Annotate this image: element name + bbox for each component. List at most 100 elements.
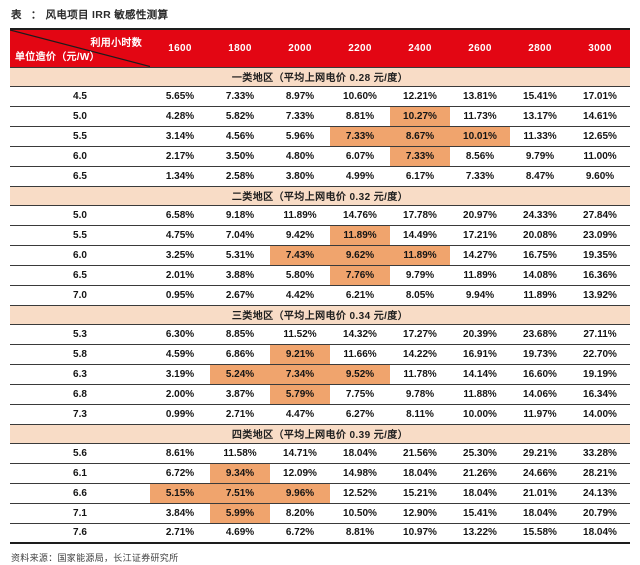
irr-cell: 8.20% xyxy=(270,503,330,523)
irr-cell: 12.52% xyxy=(330,483,390,503)
table-row: 6.3 3.19% 5.24% 7.34% 9.52% 11.78% 14.14… xyxy=(10,364,630,384)
irr-cell: 21.26% xyxy=(450,463,510,483)
irr-cell: 10.01% xyxy=(450,126,510,146)
irr-cell: 16.36% xyxy=(570,265,630,285)
table-row: 6.6 5.15% 7.51% 9.96% 12.52% 15.21% 18.0… xyxy=(10,483,630,503)
irr-cell: 27.84% xyxy=(570,205,630,225)
irr-cell: 11.89% xyxy=(510,285,570,305)
irr-cell: 0.95% xyxy=(150,285,210,305)
irr-cell: 13.92% xyxy=(570,285,630,305)
irr-cell: 11.52% xyxy=(270,324,330,344)
irr-cell: 2.71% xyxy=(150,523,210,543)
table-row: 5.5 4.75% 7.04% 9.42% 11.89% 14.49% 17.2… xyxy=(10,225,630,245)
irr-cell: 28.21% xyxy=(570,463,630,483)
irr-cell: 7.33% xyxy=(450,166,510,186)
irr-cell: 3.84% xyxy=(150,503,210,523)
irr-cell: 14.06% xyxy=(510,384,570,404)
irr-cell: 20.97% xyxy=(450,205,510,225)
irr-cell: 0.99% xyxy=(150,404,210,424)
irr-cell: 7.34% xyxy=(270,364,330,384)
irr-cell: 20.08% xyxy=(510,225,570,245)
source-note: 资料来源：国家能源局，长江证券研究所 xyxy=(11,553,179,563)
hours-header-2000: 2000 xyxy=(270,29,330,67)
table-row: 5.3 6.30% 8.85% 11.52% 14.32% 17.27% 20.… xyxy=(10,324,630,344)
irr-cell: 11.89% xyxy=(450,265,510,285)
row-label: 4.5 xyxy=(10,86,150,106)
row-label: 6.0 xyxy=(10,245,150,265)
irr-cell: 9.94% xyxy=(450,285,510,305)
irr-cell: 16.75% xyxy=(510,245,570,265)
table-row: 5.0 6.58% 9.18% 11.89% 14.76% 17.78% 20.… xyxy=(10,205,630,225)
irr-cell: 8.67% xyxy=(390,126,450,146)
irr-cell: 13.81% xyxy=(450,86,510,106)
section-title: 二类地区（平均上网电价 0.32 元/度） xyxy=(10,186,630,205)
irr-cell: 19.73% xyxy=(510,344,570,364)
irr-cell: 11.78% xyxy=(390,364,450,384)
irr-cell: 10.60% xyxy=(330,86,390,106)
row-label: 5.5 xyxy=(10,225,150,245)
hours-header-2800: 2800 xyxy=(510,29,570,67)
irr-cell: 15.41% xyxy=(450,503,510,523)
irr-cell: 4.42% xyxy=(270,285,330,305)
row-label: 5.6 xyxy=(10,443,150,463)
irr-cell: 11.89% xyxy=(330,225,390,245)
table-row: 5.5 3.14% 4.56% 5.96% 7.33% 8.67% 10.01%… xyxy=(10,126,630,146)
table-row: 5.0 4.28% 5.82% 7.33% 8.81% 10.27% 11.73… xyxy=(10,106,630,126)
irr-cell: 6.72% xyxy=(150,463,210,483)
table-row: 6.8 2.00% 3.87% 5.79% 7.75% 9.78% 11.88%… xyxy=(10,384,630,404)
irr-cell: 22.70% xyxy=(570,344,630,364)
section-header-1: 一类地区（平均上网电价 0.28 元/度） xyxy=(10,67,630,86)
irr-cell: 25.30% xyxy=(450,443,510,463)
irr-cell: 14.61% xyxy=(570,106,630,126)
irr-cell: 10.00% xyxy=(450,404,510,424)
table-row: 7.6 2.71% 4.69% 6.72% 8.81% 10.97% 13.22… xyxy=(10,523,630,543)
row-label: 6.8 xyxy=(10,384,150,404)
irr-cell: 8.61% xyxy=(150,443,210,463)
irr-cell: 5.15% xyxy=(150,483,210,503)
irr-cell: 5.24% xyxy=(210,364,270,384)
irr-cell: 8.56% xyxy=(450,146,510,166)
irr-cell: 4.69% xyxy=(210,523,270,543)
irr-cell: 7.33% xyxy=(390,146,450,166)
section-title: 四类地区（平均上网电价 0.39 元/度） xyxy=(10,424,630,443)
corner-label-unit-cost: 单位造价（元/W） xyxy=(15,51,100,63)
irr-cell: 3.14% xyxy=(150,126,210,146)
irr-cell: 18.04% xyxy=(390,463,450,483)
irr-cell: 20.79% xyxy=(570,503,630,523)
irr-cell: 14.22% xyxy=(390,344,450,364)
irr-cell: 1.34% xyxy=(150,166,210,186)
irr-cell: 21.56% xyxy=(390,443,450,463)
irr-cell: 11.66% xyxy=(330,344,390,364)
irr-cell: 9.79% xyxy=(510,146,570,166)
irr-cell: 8.85% xyxy=(210,324,270,344)
corner-cell: 利用小时数 单位造价（元/W） xyxy=(10,29,150,67)
irr-cell: 9.52% xyxy=(330,364,390,384)
irr-cell: 9.79% xyxy=(390,265,450,285)
irr-cell: 6.72% xyxy=(270,523,330,543)
row-label: 6.1 xyxy=(10,463,150,483)
irr-cell: 9.78% xyxy=(390,384,450,404)
irr-cell: 20.39% xyxy=(450,324,510,344)
irr-cell: 5.65% xyxy=(150,86,210,106)
row-label: 6.3 xyxy=(10,364,150,384)
irr-cell: 17.21% xyxy=(450,225,510,245)
row-label: 5.8 xyxy=(10,344,150,364)
hours-header-2600: 2600 xyxy=(450,29,510,67)
irr-cell: 29.21% xyxy=(510,443,570,463)
irr-cell: 14.14% xyxy=(450,364,510,384)
irr-cell: 9.34% xyxy=(210,463,270,483)
irr-cell: 24.13% xyxy=(570,483,630,503)
table-row: 5.8 4.59% 6.86% 9.21% 11.66% 14.22% 16.9… xyxy=(10,344,630,364)
section-header-3: 三类地区（平均上网电价 0.34 元/度） xyxy=(10,305,630,324)
irr-cell: 8.97% xyxy=(270,86,330,106)
irr-cell: 3.25% xyxy=(150,245,210,265)
irr-cell: 5.82% xyxy=(210,106,270,126)
irr-cell: 12.21% xyxy=(390,86,450,106)
irr-cell: 6.17% xyxy=(390,166,450,186)
irr-cell: 19.35% xyxy=(570,245,630,265)
row-label: 6.5 xyxy=(10,265,150,285)
section-header-4: 四类地区（平均上网电价 0.39 元/度） xyxy=(10,424,630,443)
irr-cell: 24.66% xyxy=(510,463,570,483)
irr-cell: 14.71% xyxy=(270,443,330,463)
